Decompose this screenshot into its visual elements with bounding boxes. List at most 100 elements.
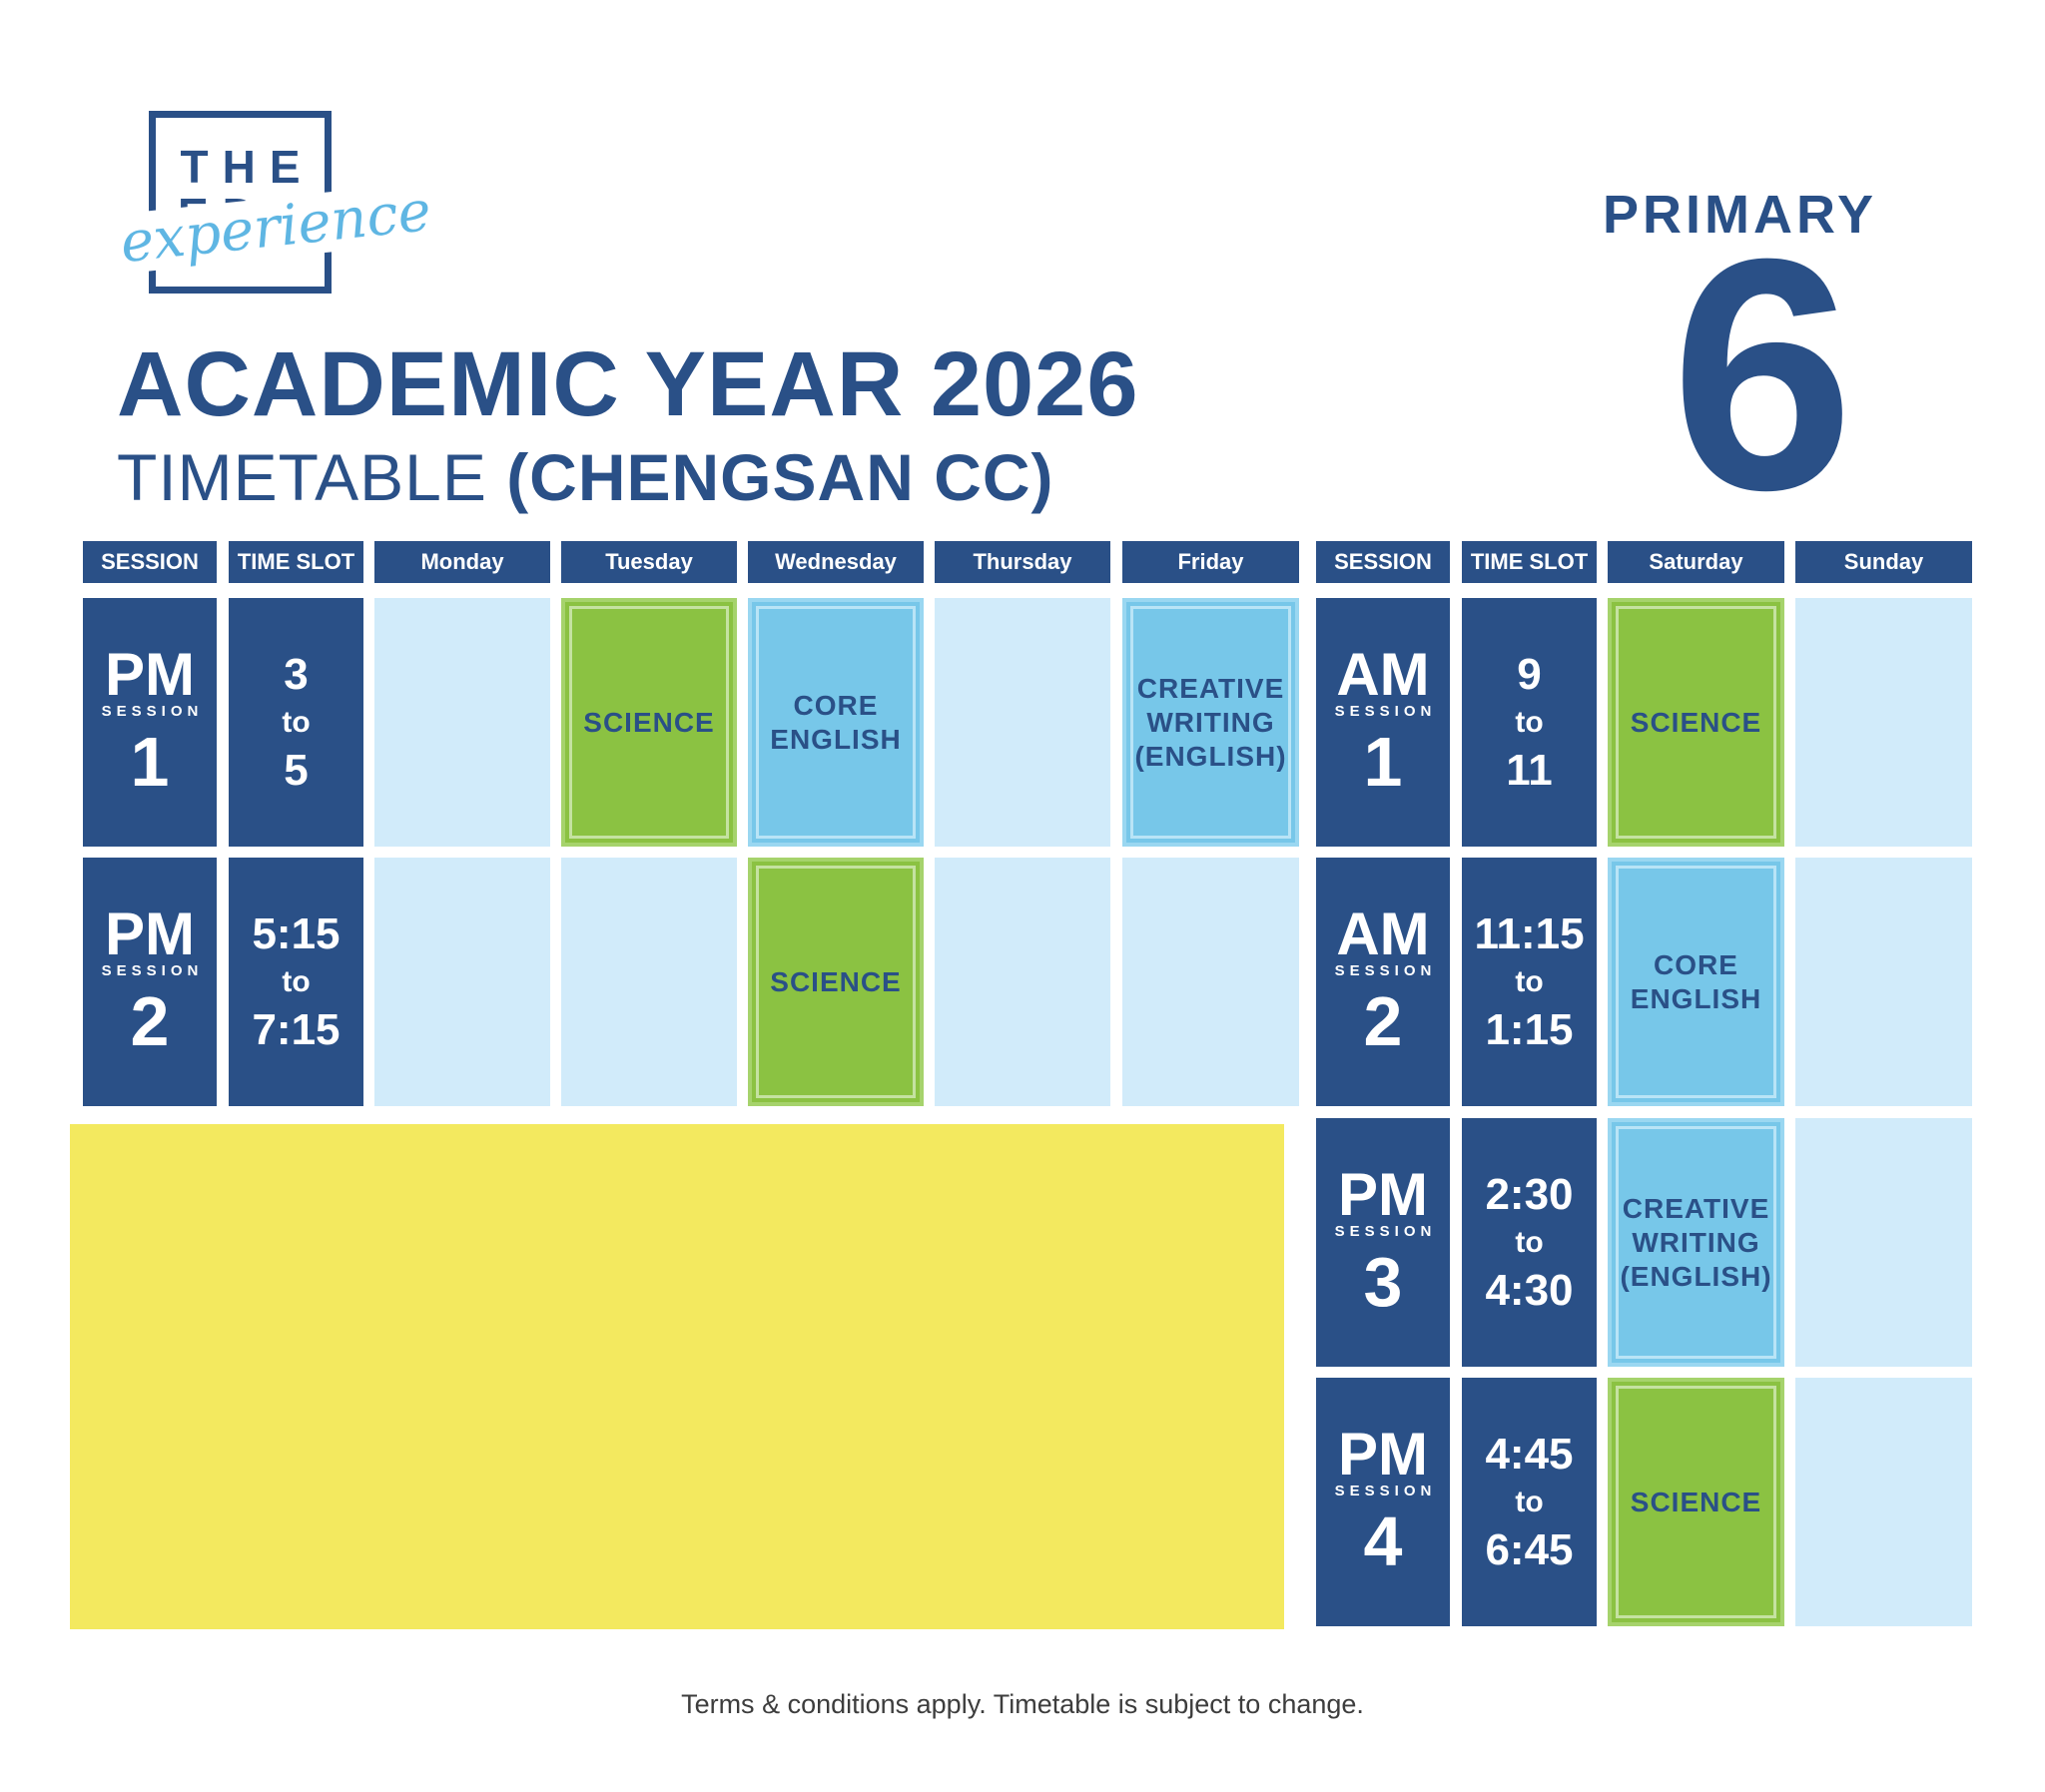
class-label: SCIENCE [583,706,715,738]
tuesday-slot-1-class[interactable]: SCIENCE [561,598,737,847]
class-label-line1: CORE [1654,948,1738,980]
class-label-line2: ENGLISH [1630,982,1762,1014]
sunday-slot-3 [1795,1118,1972,1367]
session-word: SESSION [1334,1222,1437,1240]
weekend-session-2: AM SESSION 2 [1316,858,1450,1106]
session-number: 2 [1363,981,1403,1060]
weekday-time-slot-2: 5:15 to 7:15 [229,858,363,1106]
class-label: SCIENCE [1630,706,1762,738]
header-thursday: Thursday [935,541,1110,583]
weekend-time-slot-4: 4:45 to 6:45 [1462,1378,1597,1626]
time-to-word: to [1515,964,1544,998]
header-saturday: Saturday [1608,541,1784,583]
thursday-slot-1 [935,598,1110,847]
saturday-slot-1-class[interactable]: SCIENCE [1608,598,1784,847]
time-to-word: to [1515,1485,1544,1518]
class-label-line1: CORE [793,689,879,721]
sunday-slot-2 [1795,858,1972,1106]
session-number: 1 [130,722,170,801]
class-label-line3: (ENGLISH) [1134,740,1287,772]
header-time-slot-weekend: TIME SLOT [1462,541,1597,583]
session-word: SESSION [1334,961,1437,979]
session-word: SESSION [1334,702,1437,720]
time-to-word: to [282,705,311,739]
session-number: 2 [130,981,170,1060]
class-label-line1: CREATIVE [1136,672,1285,704]
footer-disclaimer: Terms & conditions apply. Timetable is s… [681,1689,1364,1719]
session-number: 1 [1363,722,1403,801]
time-to: 11 [1506,745,1553,795]
wednesday-slot-2-class[interactable]: SCIENCE [748,858,924,1106]
logo-line-the: THE [180,141,315,193]
session-number: 4 [1363,1501,1403,1580]
wednesday-slot-1-class[interactable]: CORE ENGLISH [748,598,924,847]
time-to: 5 [284,745,309,795]
session-word: SESSION [101,702,204,720]
tuesday-slot-2 [561,858,737,1106]
header-tuesday: Tuesday [561,541,737,583]
time-from: 11:15 [1474,908,1585,958]
class-label-line2: ENGLISH [770,723,902,755]
class-label: SCIENCE [1630,1486,1762,1517]
session-period: AM [1336,640,1430,708]
saturday-slot-2-class[interactable]: CORE ENGLISH [1608,858,1784,1106]
level-label: PRIMARY [1603,185,1878,245]
weekend-session-3: PM SESSION 3 [1316,1118,1450,1367]
page-subtitle: TIMETABLE (CHENGSAN CC) [117,439,1054,515]
weekday-time-slot-1: 3 to 5 [229,598,363,847]
saturday-slot-4-class[interactable]: SCIENCE [1608,1378,1784,1626]
friday-slot-2 [1122,858,1299,1106]
class-label-line2: WRITING [1146,706,1275,738]
weekend-time-slot-2: 11:15 to 1:15 [1462,858,1597,1106]
time-to-word: to [1515,705,1544,739]
weekend-time-slot-1: 9 to 11 [1462,598,1597,847]
session-word: SESSION [101,961,204,979]
class-label-line1: CREATIVE [1622,1192,1770,1224]
sunday-slot-1 [1795,598,1972,847]
session-period: AM [1336,899,1430,967]
header-time-slot: TIME SLOT [229,541,363,583]
header-sunday: Sunday [1795,541,1972,583]
time-from: 2:30 [1485,1169,1574,1219]
thursday-slot-2 [935,858,1110,1106]
header-session: SESSION [83,541,217,583]
header-wednesday: Wednesday [748,541,924,583]
time-from: 9 [1517,649,1542,699]
time-from: 3 [284,649,309,699]
subtitle-location: (CHENGSAN CC) [506,440,1054,514]
time-from: 4:45 [1485,1429,1574,1479]
weekend-time-slot-3: 2:30 to 4:30 [1462,1118,1597,1367]
highlight-block [70,1124,1284,1629]
session-period: PM [105,640,195,708]
header-friday: Friday [1122,541,1299,583]
time-to: 6:45 [1485,1524,1574,1574]
page-title: ACADEMIC YEAR 2026 [117,333,1139,435]
header-monday: Monday [374,541,550,583]
session-number: 3 [1363,1242,1403,1321]
class-label-line3: (ENGLISH) [1620,1260,1772,1292]
friday-slot-1-class[interactable]: CREATIVE WRITING (ENGLISH) [1122,598,1299,847]
time-to-word: to [282,964,311,998]
class-label: SCIENCE [770,965,902,997]
sunday-slot-4 [1795,1378,1972,1626]
subtitle-plain: TIMETABLE [117,440,487,514]
weekday-session-2: PM SESSION 2 [83,858,217,1106]
monday-slot-1 [374,598,550,847]
session-period: PM [105,899,195,967]
class-label-line2: WRITING [1632,1226,1760,1258]
header-session-weekend: SESSION [1316,541,1450,583]
time-to: 4:30 [1485,1265,1574,1315]
weekend-session-4: PM SESSION 4 [1316,1378,1450,1626]
weekday-session-1: PM SESSION 1 [83,598,217,847]
saturday-slot-3-class[interactable]: CREATIVE WRITING (ENGLISH) [1608,1118,1784,1367]
level-number: 6 [1671,190,1854,558]
session-period: PM [1338,1160,1428,1228]
session-period: PM [1338,1420,1428,1488]
time-from: 5:15 [252,908,341,958]
time-to-word: to [1515,1225,1544,1259]
time-to: 1:15 [1485,1004,1574,1054]
session-word: SESSION [1334,1482,1437,1499]
monday-slot-2 [374,858,550,1106]
weekend-session-1: AM SESSION 1 [1316,598,1450,847]
time-to: 7:15 [252,1004,341,1054]
